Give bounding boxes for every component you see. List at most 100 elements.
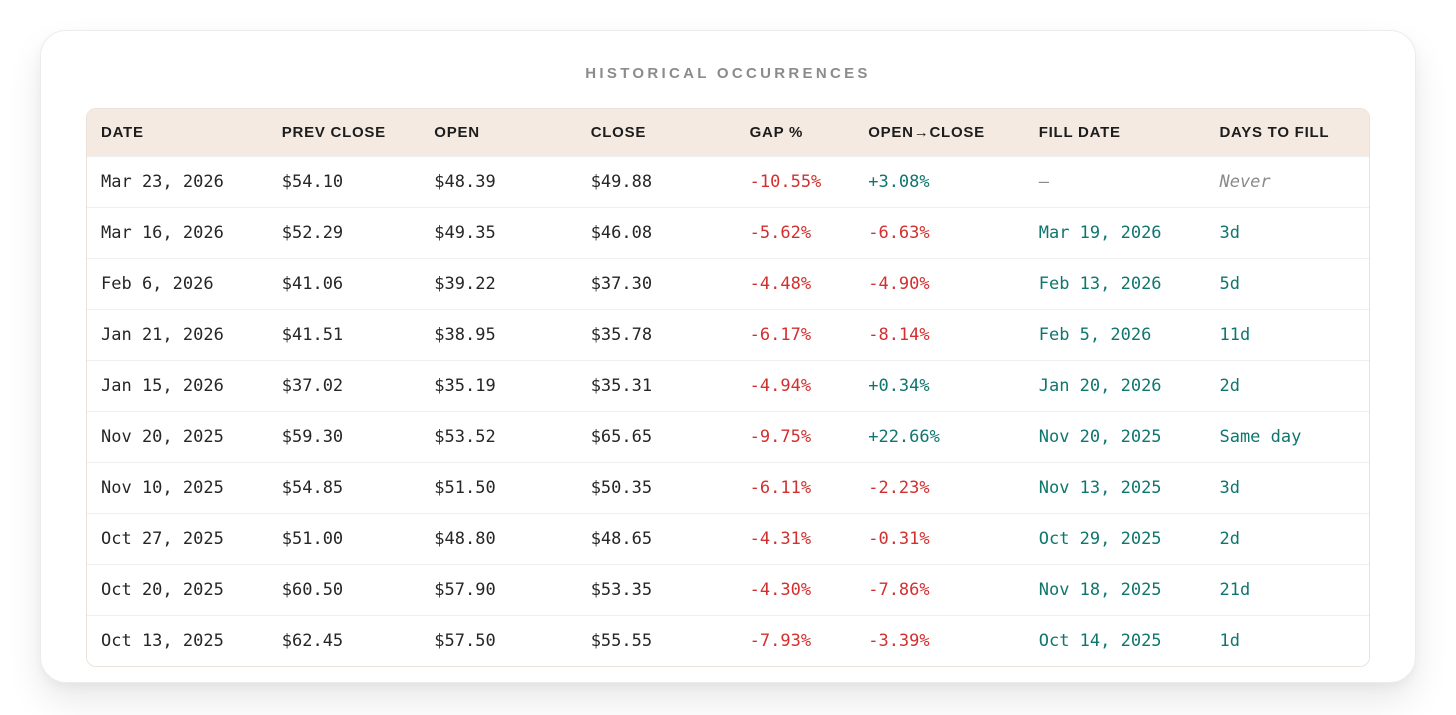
column-header-date: DATE	[87, 109, 268, 156]
cell-close: $35.78	[576, 309, 736, 360]
cell-fill_date: Nov 13, 2025	[1024, 462, 1206, 513]
cell-close: $37.30	[576, 258, 736, 309]
column-header-open: OPEN	[420, 109, 577, 156]
table-row: Jan 15, 2026 $37.02 $35.19 $35.31 -4.94% +0.3…	[87, 360, 1369, 411]
cell-fill_date: Nov 18, 2025	[1024, 564, 1206, 615]
column-header-close: CLOSE	[576, 109, 736, 156]
cell-close: $65.65	[576, 411, 736, 462]
cell-days_to_fill: 1d	[1205, 615, 1369, 666]
cell-open: $53.52	[420, 411, 577, 462]
cell-open: $35.19	[420, 360, 577, 411]
cell-prev_close: $59.30	[267, 411, 421, 462]
cell-fill_date: —	[1024, 156, 1206, 207]
cell-prev_close: $60.50	[267, 564, 421, 615]
column-header-open_close: OPEN→CLOSE	[854, 109, 1025, 156]
cell-open: $39.22	[420, 258, 577, 309]
table-body: Mar 23, 2026 $54.10 $48.39 $49.88 -10.55% +3.…	[87, 156, 1369, 666]
cell-open: $57.50	[420, 615, 577, 666]
table-row: Mar 16, 2026 $52.29 $49.35 $46.08 -5.62% -6.6…	[87, 207, 1369, 258]
column-header-prev_close: PREV CLOSE	[267, 109, 421, 156]
cell-prev_close: $62.45	[267, 615, 421, 666]
cell-open_close: -4.90%	[854, 258, 1025, 309]
cell-days_to_fill: Same day	[1205, 411, 1369, 462]
column-header-days_to_fill: DAYS TO FILL	[1205, 109, 1369, 156]
table-row: Nov 10, 2025 $54.85 $51.50 $50.35 -6.11% -2.2…	[87, 462, 1369, 513]
cell-open: $49.35	[420, 207, 577, 258]
cell-date: Feb 6, 2026	[87, 258, 268, 309]
table-row: Feb 6, 2026 $41.06 $39.22 $37.30 -4.48% -4.90…	[87, 258, 1369, 309]
historical-occurrences-table: DATE PREV CLOSE OPEN CLOSE GAP % OPEN→CLOSE FI…	[86, 108, 1370, 667]
cell-open: $38.95	[420, 309, 577, 360]
cell-prev_close: $41.06	[267, 258, 421, 309]
cell-gap_pct: -7.93%	[735, 615, 855, 666]
cell-gap_pct: -4.94%	[735, 360, 855, 411]
table-row: Oct 27, 2025 $51.00 $48.80 $48.65 -4.31% -0.3…	[87, 513, 1369, 564]
cell-gap_pct: -6.17%	[735, 309, 855, 360]
table-row: Nov 20, 2025 $59.30 $53.52 $65.65 -9.75% +22.…	[87, 411, 1369, 462]
table-row: Oct 20, 2025 $60.50 $57.90 $53.35 -4.30% -7.8…	[87, 564, 1369, 615]
cell-prev_close: $51.00	[267, 513, 421, 564]
cell-prev_close: $37.02	[267, 360, 421, 411]
cell-fill_date: Feb 13, 2026	[1024, 258, 1206, 309]
cell-date: Oct 20, 2025	[87, 564, 268, 615]
cell-prev_close: $54.10	[267, 156, 421, 207]
cell-close: $49.88	[576, 156, 736, 207]
cell-days_to_fill: 2d	[1205, 513, 1369, 564]
cell-close: $53.35	[576, 564, 736, 615]
cell-date: Nov 20, 2025	[87, 411, 268, 462]
cell-open_close: -8.14%	[854, 309, 1025, 360]
cell-gap_pct: -5.62%	[735, 207, 855, 258]
cell-open: $48.39	[420, 156, 577, 207]
cell-close: $46.08	[576, 207, 736, 258]
table-row: Oct 13, 2025 $62.45 $57.50 $55.55 -7.93% -3.3…	[87, 615, 1369, 666]
cell-open: $57.90	[420, 564, 577, 615]
cell-gap_pct: -6.11%	[735, 462, 855, 513]
cell-prev_close: $54.85	[267, 462, 421, 513]
card-title: HISTORICAL OCCURRENCES	[585, 65, 871, 82]
cell-date: Oct 13, 2025	[87, 615, 268, 666]
cell-open_close: -3.39%	[854, 615, 1025, 666]
cell-open: $48.80	[420, 513, 577, 564]
cell-open_close: +0.34%	[854, 360, 1025, 411]
column-header-gap_pct: GAP %	[735, 109, 855, 156]
cell-open_close: -0.31%	[854, 513, 1025, 564]
table-row: Jan 21, 2026 $41.51 $38.95 $35.78 -6.17% -8.1…	[87, 309, 1369, 360]
cell-days_to_fill: 21d	[1205, 564, 1369, 615]
cell-fill_date: Oct 29, 2025	[1024, 513, 1206, 564]
cell-days_to_fill: 3d	[1205, 207, 1369, 258]
cell-close: $48.65	[576, 513, 736, 564]
cell-open_close: +22.66%	[854, 411, 1025, 462]
cell-fill_date: Jan 20, 2026	[1024, 360, 1206, 411]
table-header-row: DATE PREV CLOSE OPEN CLOSE GAP % OPEN→CLOSE FI…	[87, 109, 1369, 156]
cell-gap_pct: -4.48%	[735, 258, 855, 309]
cell-days_to_fill: 11d	[1205, 309, 1369, 360]
cell-days_to_fill: 5d	[1205, 258, 1369, 309]
table-row: Mar 23, 2026 $54.10 $48.39 $49.88 -10.55% +3.…	[87, 156, 1369, 207]
cell-fill_date: Nov 20, 2025	[1024, 411, 1206, 462]
cell-open_close: -6.63%	[854, 207, 1025, 258]
cell-days_to_fill: 2d	[1205, 360, 1369, 411]
cell-date: Jan 15, 2026	[87, 360, 268, 411]
table-header: DATE PREV CLOSE OPEN CLOSE GAP % OPEN→CLOSE FI…	[87, 109, 1369, 156]
cell-gap_pct: -10.55%	[735, 156, 855, 207]
cell-open_close: +3.08%	[854, 156, 1025, 207]
cell-gap_pct: -4.31%	[735, 513, 855, 564]
cell-open: $51.50	[420, 462, 577, 513]
cell-close: $50.35	[576, 462, 736, 513]
historical-occurrences-card: HISTORICAL OCCURRENCES DATE PREV CLOSE OPE…	[40, 30, 1416, 683]
cell-date: Nov 10, 2025	[87, 462, 268, 513]
cell-close: $35.31	[576, 360, 736, 411]
cell-close: $55.55	[576, 615, 736, 666]
cell-days_to_fill: Never	[1205, 156, 1369, 207]
cell-fill_date: Mar 19, 2026	[1024, 207, 1206, 258]
cell-open_close: -2.23%	[854, 462, 1025, 513]
cell-date: Jan 21, 2026	[87, 309, 268, 360]
cell-gap_pct: -9.75%	[735, 411, 855, 462]
cell-prev_close: $52.29	[267, 207, 421, 258]
cell-date: Mar 16, 2026	[87, 207, 268, 258]
cell-prev_close: $41.51	[267, 309, 421, 360]
cell-open_close: -7.86%	[854, 564, 1025, 615]
cell-date: Mar 23, 2026	[87, 156, 268, 207]
cell-fill_date: Feb 5, 2026	[1024, 309, 1206, 360]
column-header-fill_date: FILL DATE	[1024, 109, 1206, 156]
